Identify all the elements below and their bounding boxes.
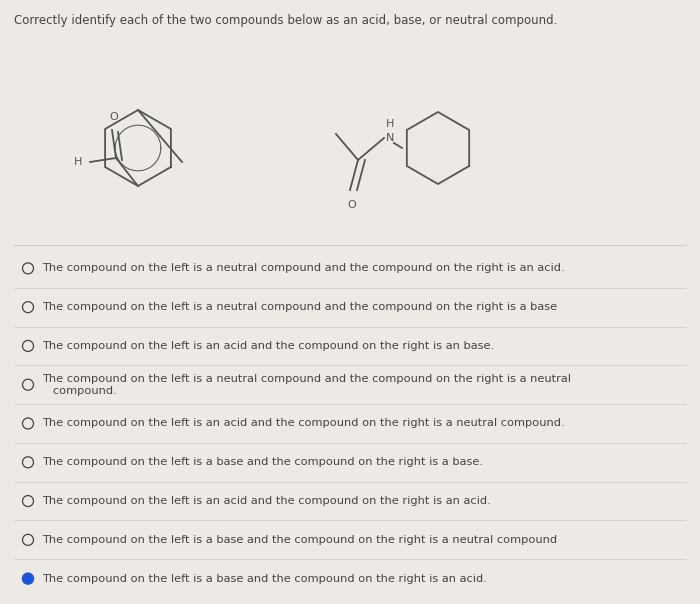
Text: O: O	[348, 200, 356, 210]
Text: H: H	[74, 157, 82, 167]
Text: The compound on the left is a neutral compound and the compound on the right is : The compound on the left is a neutral co…	[42, 263, 565, 274]
Text: The compound on the left is an acid and the compound on the right is a neutral c: The compound on the left is an acid and …	[42, 419, 565, 428]
Text: Correctly identify each of the two compounds below as an acid, base, or neutral : Correctly identify each of the two compo…	[14, 14, 557, 27]
Text: The compound on the left is a base and the compound on the right is an acid.: The compound on the left is a base and t…	[42, 574, 487, 583]
Text: H: H	[386, 119, 394, 129]
Text: The compound on the left is an acid and the compound on the right is an acid.: The compound on the left is an acid and …	[42, 496, 491, 506]
Text: O: O	[110, 112, 118, 122]
Text: The compound on the left is a base and the compound on the right is a base.: The compound on the left is a base and t…	[42, 457, 483, 467]
Text: The compound on the left is a neutral compound and the compound on the right is : The compound on the left is a neutral co…	[42, 302, 557, 312]
Circle shape	[22, 573, 34, 584]
Text: The compound on the left is a base and the compound on the right is a neutral co: The compound on the left is a base and t…	[42, 535, 557, 545]
Text: N: N	[386, 133, 394, 143]
Text: The compound on the left is a neutral compound and the compound on the right is : The compound on the left is a neutral co…	[42, 374, 571, 396]
Text: The compound on the left is an acid and the compound on the right is an base.: The compound on the left is an acid and …	[42, 341, 494, 351]
